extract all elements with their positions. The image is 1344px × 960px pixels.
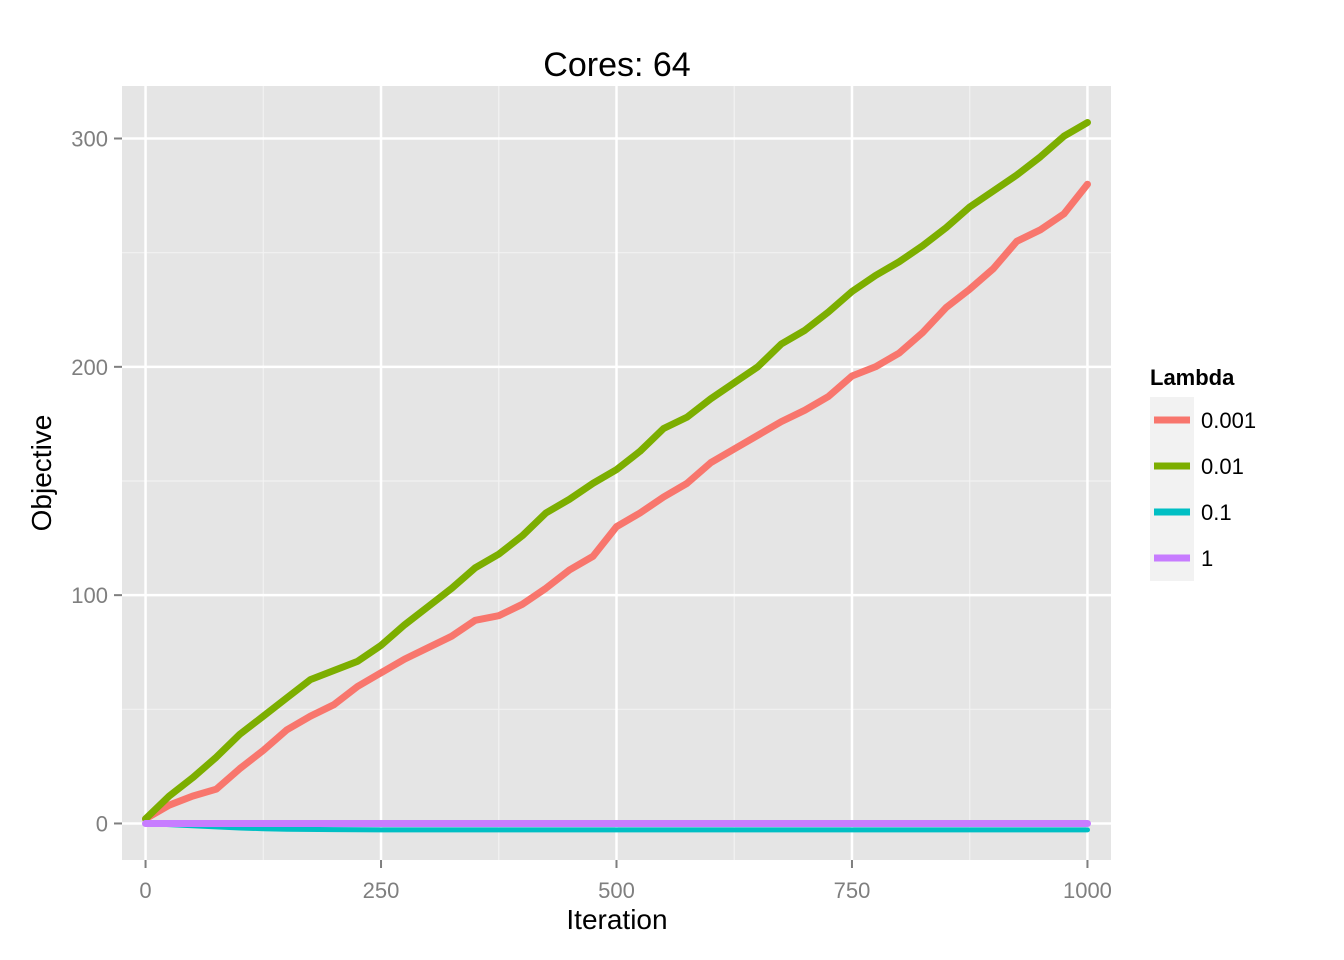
legend-label: 1: [1201, 546, 1213, 571]
x-axis-title: Iteration: [566, 904, 667, 935]
series-line-0-001: [142, 180, 1091, 823]
y-tick-label: 100: [71, 583, 108, 608]
legend: Lambda 0.001 0.01 0.1 1: [1150, 365, 1256, 581]
x-tick-label: 750: [834, 878, 871, 903]
axes: 0 250 500 750 1000 0 100 200 300: [71, 127, 1112, 903]
x-tick-label: 1000: [1063, 878, 1112, 903]
legend-label: 0.1: [1201, 500, 1232, 525]
x-tick-label: 0: [139, 878, 151, 903]
series-line-0-01: [142, 119, 1091, 823]
y-tick-label: 200: [71, 355, 108, 380]
y-tick-label: 300: [71, 127, 108, 152]
y-tick-label: 0: [96, 811, 108, 836]
series-lines: [142, 119, 1091, 833]
legend-title: Lambda: [1150, 365, 1235, 390]
x-tick-label: 250: [363, 878, 400, 903]
legend-label: 0.001: [1201, 408, 1256, 433]
y-axis-title: Objective: [26, 415, 57, 532]
x-tick-label: 500: [598, 878, 635, 903]
chart-title: Cores: 64: [543, 46, 690, 84]
legend-label: 0.01: [1201, 454, 1244, 479]
